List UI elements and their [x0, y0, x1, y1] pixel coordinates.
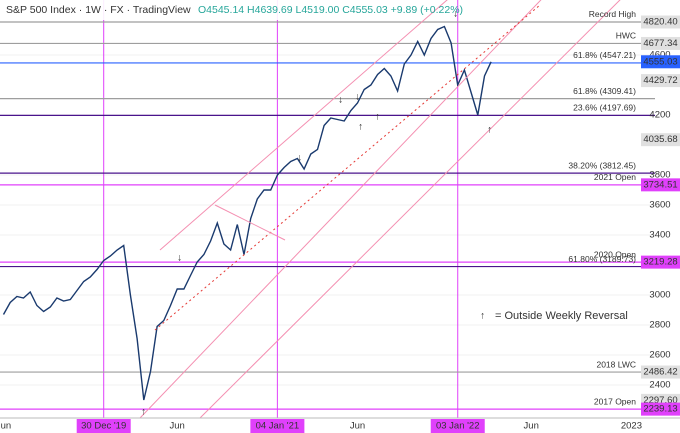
- channel: [139, 0, 621, 419]
- y-tick-label: 2800: [649, 320, 670, 331]
- level-label: 2020 Open: [594, 249, 636, 259]
- price-tag: [641, 36, 680, 50]
- x-tick-label: Jun: [524, 421, 539, 432]
- price-tag-label: 4429.72: [643, 75, 677, 86]
- x-tick-label: 30 Dec '19: [81, 421, 126, 432]
- x-tick-label: Jun: [0, 421, 11, 432]
- price-tag: [641, 133, 680, 147]
- marker: ↑: [141, 407, 146, 418]
- price-tag: [641, 74, 680, 88]
- x-tick-label: 2023: [621, 421, 642, 432]
- price-tag-label: 4035.68: [643, 134, 677, 145]
- price-tag-label: 4677.34: [643, 38, 677, 49]
- y-tick-label: 2400: [649, 380, 670, 391]
- y-tick-label: 3600: [649, 200, 670, 211]
- annotation: = Outside Weekly Reversal: [495, 310, 628, 322]
- price-tag-label: 3734.51: [643, 179, 677, 190]
- ohlc: O4545.14 H4639.69 L4519.00 C4555.03 +9.8…: [198, 4, 463, 16]
- price-tag: [641, 365, 680, 379]
- y-tick-label: 3800: [649, 170, 670, 181]
- reversal-markers: ↓ ↓ ↓ ↓ ↓ ↑ ↑ ↑ ↑: [141, 9, 492, 418]
- level-label: HWC: [616, 31, 636, 41]
- level-label: 2018 LWC: [596, 359, 636, 369]
- y-tick-label: 4200: [649, 110, 670, 121]
- channel-line: [159, 0, 448, 251]
- price-tag: [641, 15, 680, 29]
- level-label: 2017 Open: [594, 396, 636, 406]
- header-bg: [0, 0, 375, 20]
- symbol: S&P 500 Index · 1W · FX · TradingView: [6, 4, 191, 16]
- marker: ↓: [297, 153, 302, 164]
- x-tick-label: 04 Jan '21: [256, 421, 300, 432]
- marker: ↓: [453, 9, 458, 20]
- marker: ↑: [487, 125, 492, 136]
- x-tick-label: Jun: [350, 421, 365, 432]
- price-tag: [641, 178, 680, 192]
- level-label: Record High: [589, 9, 637, 19]
- price-tag: [641, 255, 680, 269]
- marker: ↑: [358, 122, 363, 133]
- level-label: 61.8% (4547.21): [573, 50, 636, 60]
- level-label: 38.20% (3812.45): [568, 160, 636, 170]
- price-tag-label: 2297.60: [643, 395, 677, 406]
- channel-line: [199, 0, 621, 419]
- y-tick-label: 4600: [649, 50, 670, 61]
- level-label: 61.8% (4309.41): [573, 86, 636, 96]
- trend-line: [154, 4, 541, 331]
- price-tag-label: 4555.03: [643, 56, 677, 67]
- y-tick-label: 3400: [649, 230, 670, 241]
- level-label: 61.80% (3189.73): [568, 254, 636, 264]
- level-label: 23.6% (4197.69): [573, 103, 636, 113]
- price-tag: [641, 55, 680, 69]
- price-tag: [641, 402, 680, 416]
- back-layer: [0, 0, 655, 418]
- x-label-bg: [76, 419, 131, 433]
- marker: ↓: [355, 92, 360, 103]
- price-tag-label: 2486.42: [643, 367, 677, 378]
- y-tick-label: 2600: [649, 350, 670, 361]
- price-tag-label: 4820.40: [643, 17, 677, 28]
- marker: ↓: [338, 95, 343, 106]
- price-tag-label: 3219.28: [643, 257, 677, 268]
- y-tick-label: 3000: [649, 290, 670, 301]
- slope-line: [214, 204, 286, 241]
- x-tick-label: 03 Jan '22: [436, 421, 480, 432]
- x-label-bg: [250, 419, 305, 433]
- x-label-bg: [430, 419, 485, 433]
- channel-line: [139, 0, 542, 419]
- marker: ↑: [375, 112, 380, 123]
- reversal-icon: ↑: [480, 311, 485, 322]
- price-tag-label: 2239.13: [643, 404, 677, 415]
- x-tick-label: Jun: [170, 421, 185, 432]
- marker: ↓: [177, 253, 182, 264]
- price-line: [2, 25, 492, 401]
- level-label: 2021 Open: [594, 172, 636, 182]
